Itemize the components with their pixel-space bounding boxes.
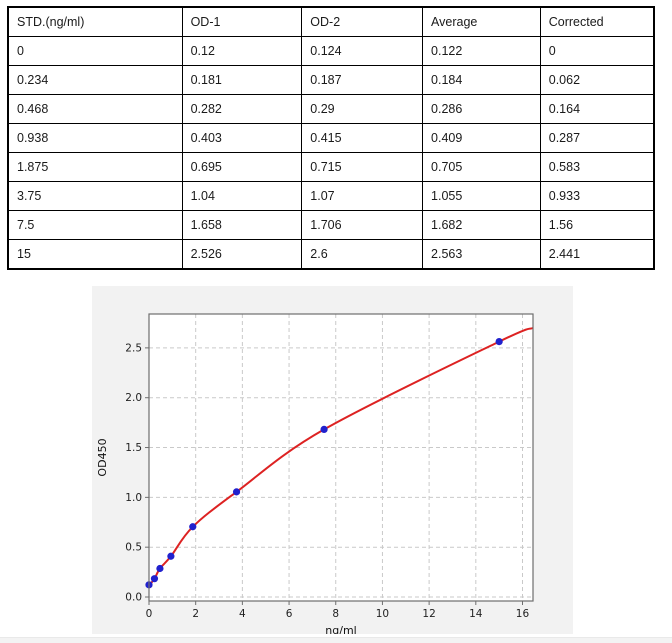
cell-std: 15 bbox=[7, 239, 183, 270]
x-tick-label: 6 bbox=[286, 608, 293, 620]
y-tick-label: 1.0 bbox=[125, 492, 142, 504]
table-row: 0.468 0.282 0.29 0.286 0.164 bbox=[7, 94, 655, 124]
cell-od2: 0.715 bbox=[301, 152, 424, 182]
table-row: 15 2.526 2.6 2.563 2.441 bbox=[7, 239, 655, 270]
x-tick-label: 4 bbox=[239, 608, 246, 620]
cell-average: 0.705 bbox=[422, 152, 541, 182]
cell-average: 0.409 bbox=[422, 123, 541, 153]
cell-od2: 0.29 bbox=[301, 94, 424, 124]
y-tick-label: 2.0 bbox=[125, 392, 142, 404]
table-row: 0.234 0.181 0.187 0.184 0.062 bbox=[7, 65, 655, 95]
cell-corrected: 0.583 bbox=[539, 152, 655, 182]
x-axis-label: ng/ml bbox=[325, 624, 356, 634]
table-row: 3.75 1.04 1.07 1.055 0.933 bbox=[7, 181, 655, 211]
cell-corrected: 0.164 bbox=[539, 94, 655, 124]
col-header-corrected: Corrected bbox=[539, 6, 655, 37]
x-tick-label: 2 bbox=[192, 608, 199, 620]
cell-corrected: 0 bbox=[539, 36, 655, 66]
cell-od1: 2.526 bbox=[181, 239, 303, 270]
cell-od2: 0.124 bbox=[301, 36, 424, 66]
cell-average: 0.122 bbox=[422, 36, 541, 66]
x-tick-label: 8 bbox=[332, 608, 339, 620]
table-row: 7.5 1.658 1.706 1.682 1.56 bbox=[7, 210, 655, 240]
cell-od1: 0.181 bbox=[181, 65, 303, 95]
cell-average: 1.055 bbox=[422, 181, 541, 211]
cell-std: 0 bbox=[7, 36, 183, 66]
standards-table: STD.(ng/ml) OD-1 OD-2 Average Corrected … bbox=[7, 6, 655, 270]
plot-area bbox=[149, 314, 533, 601]
table-row: 0.938 0.403 0.415 0.409 0.287 bbox=[7, 123, 655, 153]
table-row: 1.875 0.695 0.715 0.705 0.583 bbox=[7, 152, 655, 182]
cell-od1: 1.04 bbox=[181, 181, 303, 211]
table-header-row: STD.(ng/ml) OD-1 OD-2 Average Corrected bbox=[7, 6, 655, 37]
cell-std: 0.468 bbox=[7, 94, 183, 124]
cell-od2: 1.07 bbox=[301, 181, 424, 211]
x-tick-label: 12 bbox=[422, 608, 435, 620]
cell-od1: 1.658 bbox=[181, 210, 303, 240]
col-header-std: STD.(ng/ml) bbox=[7, 6, 183, 37]
data-point bbox=[167, 552, 175, 560]
cell-od2: 1.706 bbox=[301, 210, 424, 240]
data-point bbox=[150, 575, 159, 583]
cell-std: 1.875 bbox=[7, 152, 183, 182]
cell-std: 0.234 bbox=[7, 65, 183, 95]
data-point bbox=[156, 564, 164, 573]
data-point bbox=[495, 338, 503, 346]
col-header-od2: OD-2 bbox=[301, 6, 424, 37]
col-header-od1: OD-1 bbox=[181, 6, 303, 37]
y-tick-label: 0.5 bbox=[125, 542, 142, 554]
cell-od1: 0.282 bbox=[181, 94, 303, 124]
cell-od1: 0.12 bbox=[181, 36, 303, 66]
cell-std: 3.75 bbox=[7, 181, 183, 211]
cell-std: 7.5 bbox=[7, 210, 183, 240]
cell-corrected: 2.441 bbox=[539, 239, 655, 270]
cell-average: 1.682 bbox=[422, 210, 541, 240]
cell-od2: 0.187 bbox=[301, 65, 424, 95]
y-axis-label: OD450 bbox=[96, 438, 109, 476]
cell-od2: 2.6 bbox=[301, 239, 424, 270]
cell-average: 0.184 bbox=[422, 65, 541, 95]
y-tick-label: 2.5 bbox=[125, 342, 142, 354]
standard-curve-plot: 0 2 4 6 8 10 12 14 16 0.0 0.5 1.0 1.5 2.0 2.5 ng/ml OD45… bbox=[96, 313, 534, 634]
table-row: 0 0.12 0.124 0.122 0 bbox=[7, 36, 655, 66]
data-point bbox=[320, 425, 328, 433]
data-point bbox=[232, 488, 241, 496]
cell-std: 0.938 bbox=[7, 123, 183, 153]
data-point bbox=[189, 523, 197, 531]
cell-od2: 0.415 bbox=[301, 123, 424, 153]
cell-average: 0.286 bbox=[422, 94, 541, 124]
fit-curve-line bbox=[148, 327, 534, 587]
plot-border bbox=[148, 313, 534, 602]
x-tick-label: 0 bbox=[146, 608, 153, 620]
page-bottom-strip bbox=[0, 637, 672, 643]
y-tick-label: 1.5 bbox=[125, 442, 142, 454]
cell-od1: 0.695 bbox=[181, 152, 303, 182]
y-tick-label: 0.0 bbox=[125, 592, 142, 604]
x-tick-label: 14 bbox=[469, 608, 483, 620]
x-tick-label: 16 bbox=[516, 608, 530, 620]
cell-corrected: 0.287 bbox=[539, 123, 655, 153]
cell-od1: 0.403 bbox=[181, 123, 303, 153]
cell-average: 2.563 bbox=[422, 239, 541, 270]
cell-corrected: 1.56 bbox=[539, 210, 655, 240]
cell-corrected: 0.062 bbox=[539, 65, 655, 95]
col-header-average: Average bbox=[422, 6, 541, 37]
cell-corrected: 0.933 bbox=[539, 181, 655, 211]
x-tick-label: 10 bbox=[376, 608, 389, 620]
standard-curve-chart: 0 2 4 6 8 10 12 14 16 0.0 0.5 1.0 1.5 2.0 2.5 ng/ml OD45… bbox=[92, 286, 573, 634]
